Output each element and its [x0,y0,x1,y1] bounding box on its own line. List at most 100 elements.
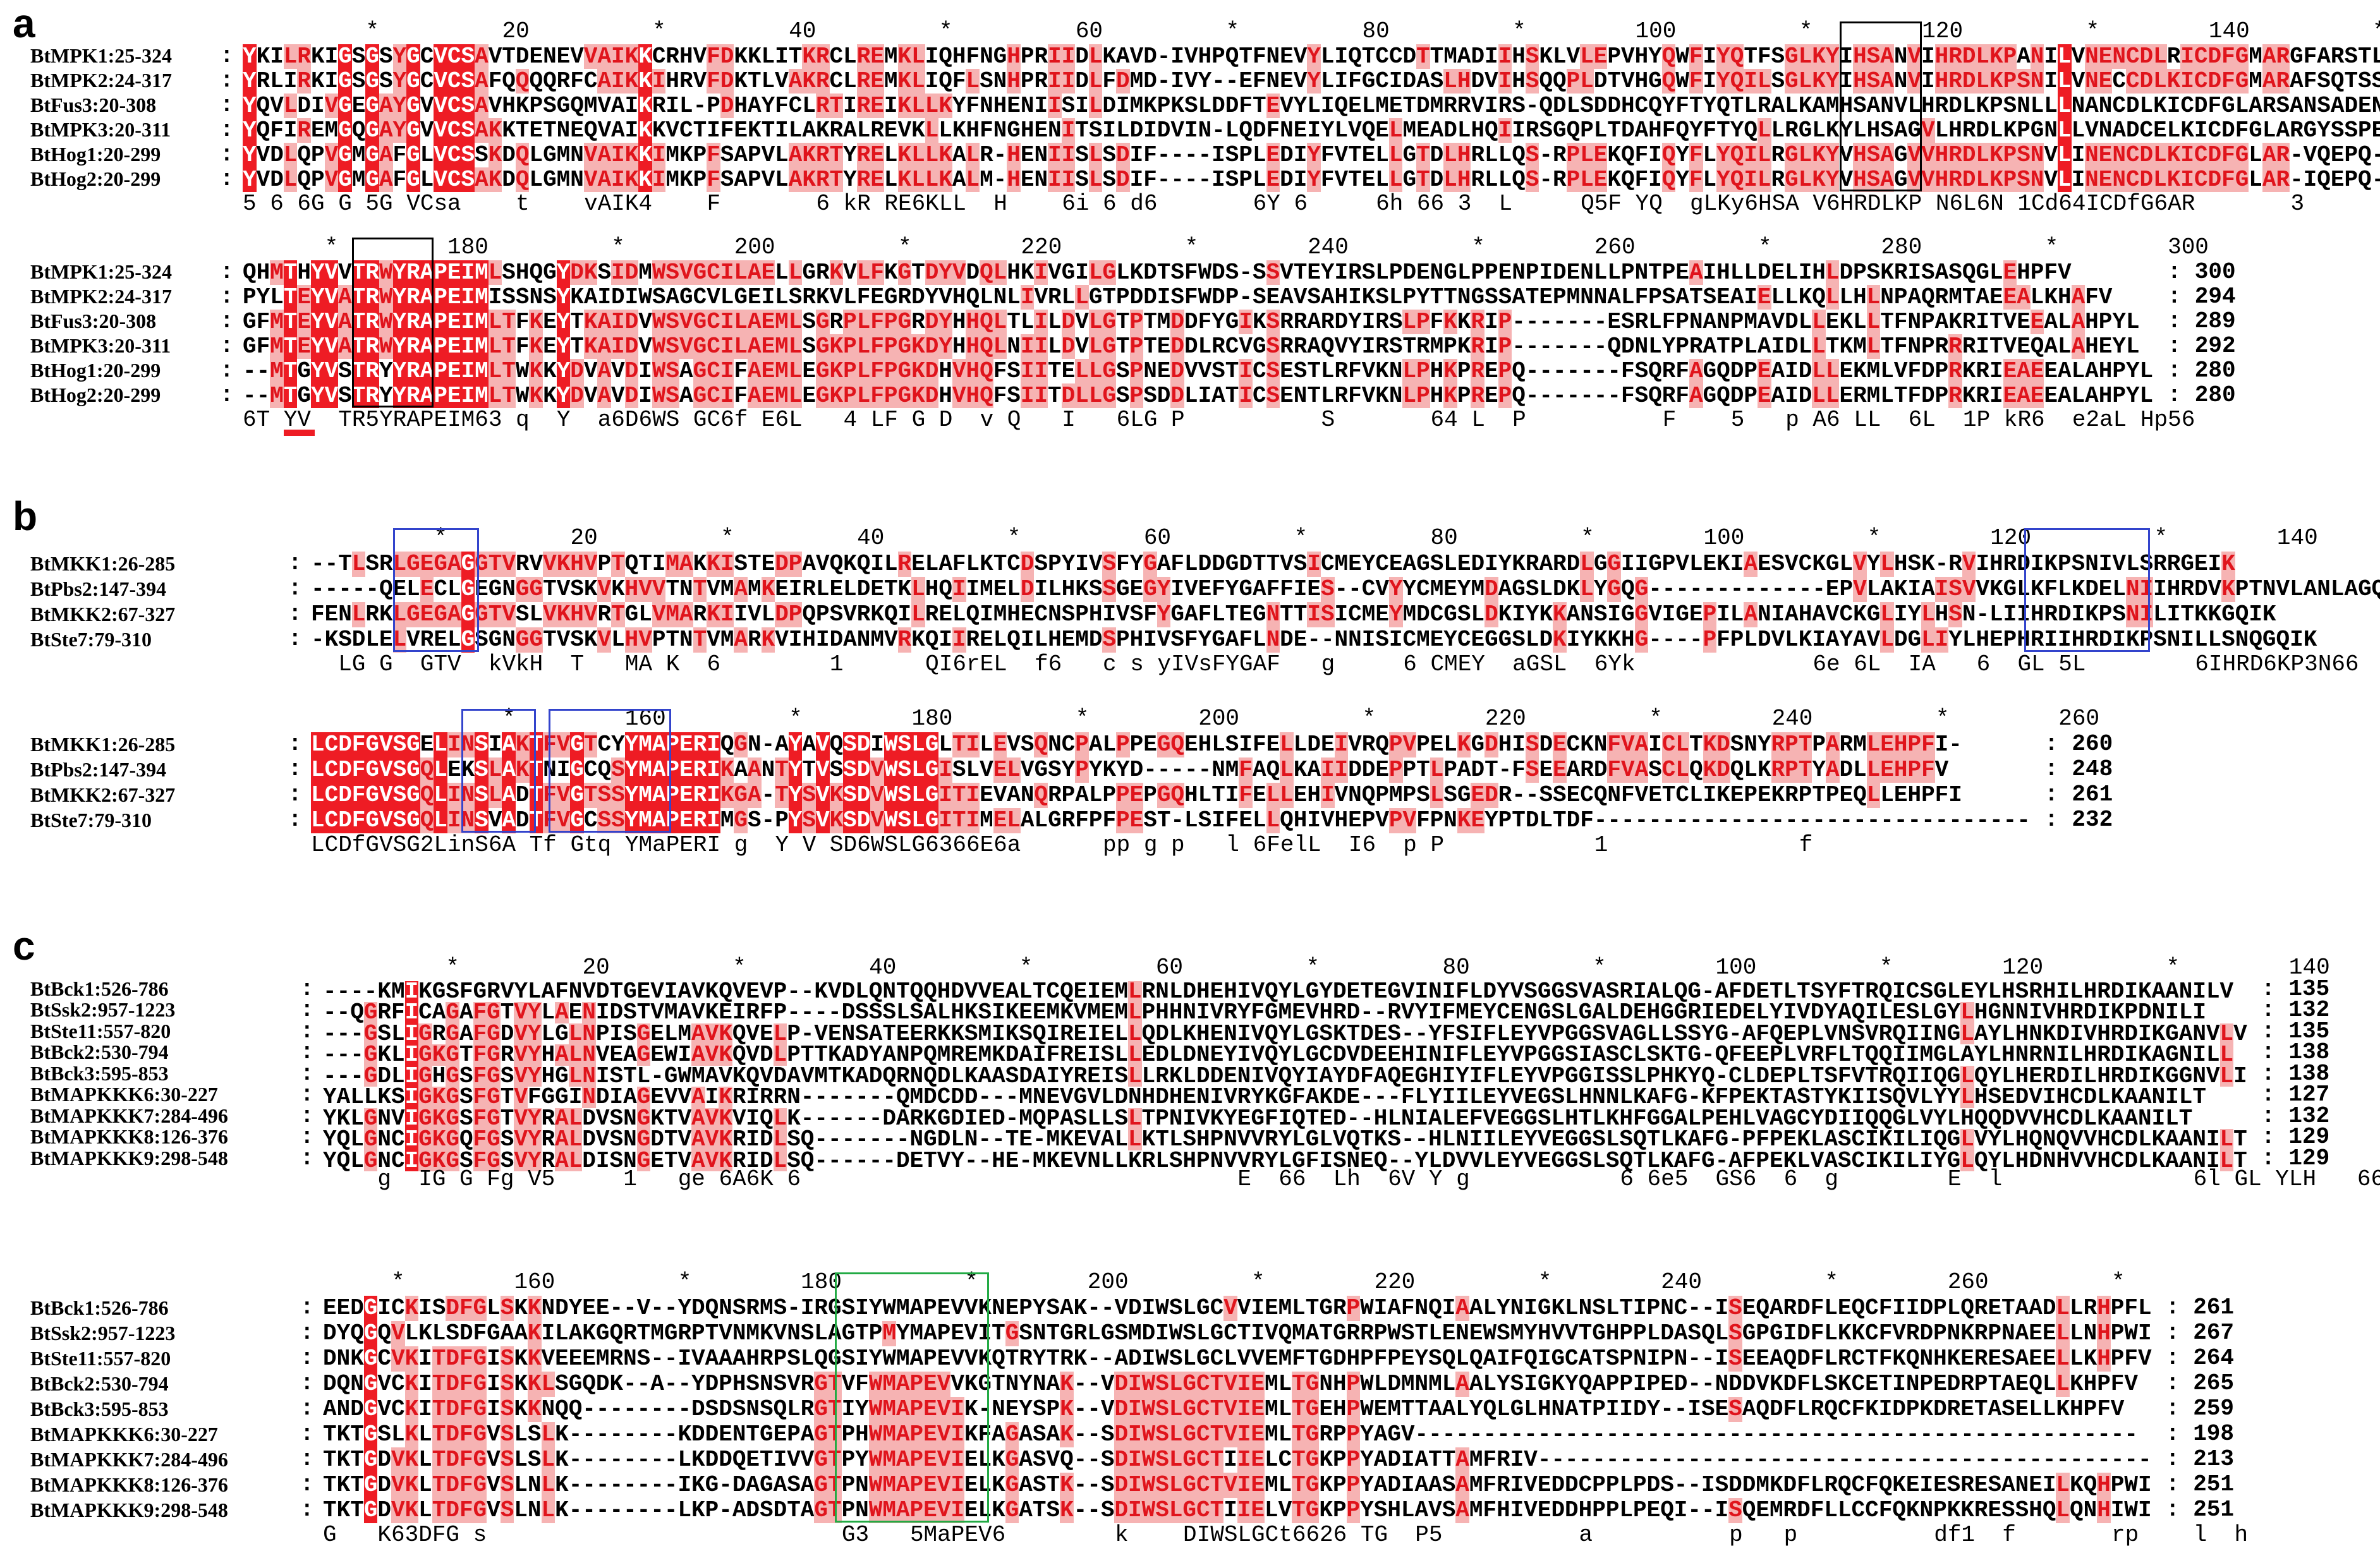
residue: S [502,260,516,286]
residue: P [2030,260,2044,286]
residue: S [1512,627,1526,653]
residue: Q [350,1320,364,1346]
residue: T [351,260,366,286]
residue: L [1988,1042,2002,1068]
residue: V [324,358,339,384]
residue: I [938,757,952,783]
residue: H [1007,601,1021,627]
residue: C [1565,1346,1579,1372]
residue: E [870,68,884,94]
residue: T [1769,1084,1783,1110]
residue: E [609,1042,624,1068]
residue: I [638,358,652,384]
residue: L [1798,68,1812,94]
residue: D [2139,68,2154,94]
residue: G [541,1084,556,1110]
residue: T [338,551,352,577]
residue: L [2153,167,2167,193]
residue: V [1251,978,1265,1005]
residue: S [1266,358,1280,384]
residue: V [338,260,352,286]
residue: S [2344,44,2359,69]
residue: A [475,118,489,143]
residue: L [843,44,857,69]
residue: Y [788,732,803,757]
residue: L [1293,732,1308,757]
residue: A [1442,1396,1456,1422]
residue: N [992,1396,1005,1422]
residue: Q [1346,1126,1361,1152]
residue: G [432,978,446,1005]
residue: - [1170,807,1185,833]
residue: H [502,93,516,119]
residue: D [1976,118,1990,143]
residue: G [434,551,447,577]
residue: Y [323,1126,337,1152]
residue: N [1578,1295,1593,1321]
residue: S [1728,1346,1742,1372]
residue: V [1510,1042,1524,1068]
residue: N [461,732,475,757]
residue: V [1962,551,1976,577]
residue: Y [1716,68,1730,94]
residue: Q [1278,1063,1292,1089]
residue: M [909,1320,924,1346]
residue: D [1346,1063,1361,1089]
residue: E [870,93,884,119]
residue: I [1905,1063,1920,1089]
residue: E [2030,358,2044,384]
residue: D [1088,627,1103,653]
residue: G [488,576,502,602]
residue: V [897,118,912,143]
residue: L [1989,118,2003,143]
residue: V [980,757,993,783]
residue: F [1620,383,1635,409]
residue: E [1073,1020,1088,1047]
residue: E [870,284,884,310]
residue: S [1565,978,1579,1005]
residue: L [391,1063,405,1089]
residue: R [2110,1063,2125,1089]
sequence: YVDLQPVGMGAFGLVCSSKDQLGMNVAIKKIMKPFSAPVL… [243,142,2380,167]
panel-letter: c [13,923,35,969]
residue: S [1455,1020,1469,1047]
residue: A [1019,1042,1033,1068]
residue: G [406,807,420,833]
residue: D [1483,978,1497,1005]
residue: F [2221,142,2235,168]
residue: A [1853,627,1867,653]
residue: D [1416,93,1430,119]
residue: N [2030,68,2044,94]
residue: A [1687,1126,1701,1152]
residue: T [432,1371,446,1397]
residue: F [1689,167,1703,193]
residue: S [1866,142,1881,168]
residue: L [1810,1020,1824,1047]
residue: T [1360,978,1374,1005]
residue: A [1430,118,1444,143]
residue: K [1046,1147,1060,1174]
residue: I [925,44,939,69]
residue: Y [379,358,393,384]
residue: Q [582,1371,596,1397]
residue: V [870,782,884,808]
residue: V [2110,1396,2125,1422]
residue: S [2017,142,2031,168]
residue: Y [1484,807,1498,833]
residue: Q [570,93,584,119]
residue: A [338,334,352,359]
sequence-label: BtHog1:20-299 [30,359,161,382]
residue: N [1580,260,1594,286]
residue: I [1210,1084,1224,1110]
residue: - [1157,757,1171,783]
residue: F [1621,782,1635,808]
panel-letter: b [13,493,38,539]
residue: P [1607,44,1621,69]
residue: P [1744,358,1758,384]
residue: A [2165,1126,2179,1152]
residue: L [1388,167,1403,193]
residue: S [1034,551,1048,577]
residue: D [1553,93,1567,119]
residue: I [1633,978,1647,1005]
residue: G [363,999,378,1025]
